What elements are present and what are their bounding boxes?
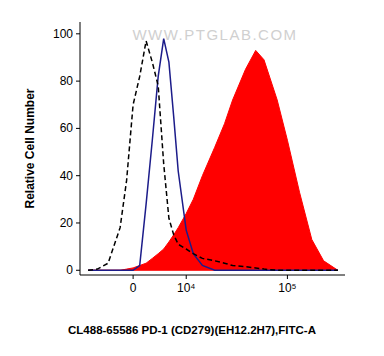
y-tick-label: 40 — [60, 169, 74, 183]
x-axis — [80, 275, 345, 276]
x-tick-label: 0 — [130, 281, 137, 295]
line — [88, 41, 338, 270]
y-tick-label: 80 — [60, 74, 74, 88]
y-axis — [80, 22, 81, 275]
area — [88, 50, 338, 270]
y-tick-label: 20 — [60, 216, 74, 230]
x-tick-label: 10⁴ — [177, 281, 196, 295]
y-tick — [76, 175, 80, 176]
x-axis-label: CL488-65586 PD-1 (CD279)(EH12.2H7),FITC-… — [68, 324, 316, 336]
line — [88, 39, 338, 271]
y-tick — [76, 81, 80, 82]
y-tick-label: 100 — [53, 27, 73, 41]
chart: WWW.PTGLAB.COM 0 20 40 60 80 100 0 10⁴ 10⁵ Relativ… — [0, 0, 384, 356]
x-tick — [133, 275, 134, 279]
y-tick — [76, 33, 80, 34]
watermark: WWW.PTGLAB.COM — [132, 26, 297, 43]
y-tick-label: 0 — [66, 263, 73, 277]
y-tick — [76, 128, 80, 129]
y-tick — [76, 270, 80, 271]
x-tick-label: 10⁵ — [278, 281, 296, 295]
plot-area — [88, 39, 338, 271]
x-tick — [287, 275, 288, 279]
y-tick — [76, 222, 80, 223]
y-tick-label: 60 — [60, 121, 74, 135]
x-tick — [186, 275, 187, 279]
y-axis-label: Relative Cell Number — [23, 88, 37, 208]
